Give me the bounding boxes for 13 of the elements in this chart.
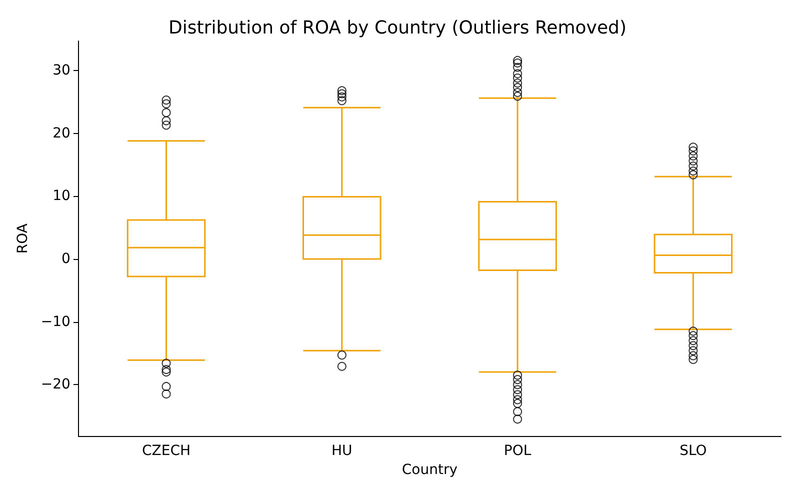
y-tick-label: 20 bbox=[52, 125, 70, 142]
y-tick-label: −20 bbox=[40, 376, 70, 393]
x-tick-label: SLO bbox=[680, 443, 707, 460]
y-tick-label: −10 bbox=[40, 314, 70, 330]
x-tick-label: POL bbox=[504, 443, 532, 460]
x-tick-label: CZECH bbox=[142, 443, 191, 460]
y-tick-label: 10 bbox=[52, 188, 70, 204]
y-tick-label: 30 bbox=[52, 62, 70, 79]
x-axis-title: Country bbox=[402, 462, 458, 478]
x-tick-label: HU bbox=[332, 443, 352, 460]
y-axis-title: ROA bbox=[15, 223, 31, 254]
y-tick-label: 0 bbox=[62, 250, 70, 267]
chart-title: Distribution of ROA by Country (Outliers Removed) bbox=[168, 18, 626, 38]
